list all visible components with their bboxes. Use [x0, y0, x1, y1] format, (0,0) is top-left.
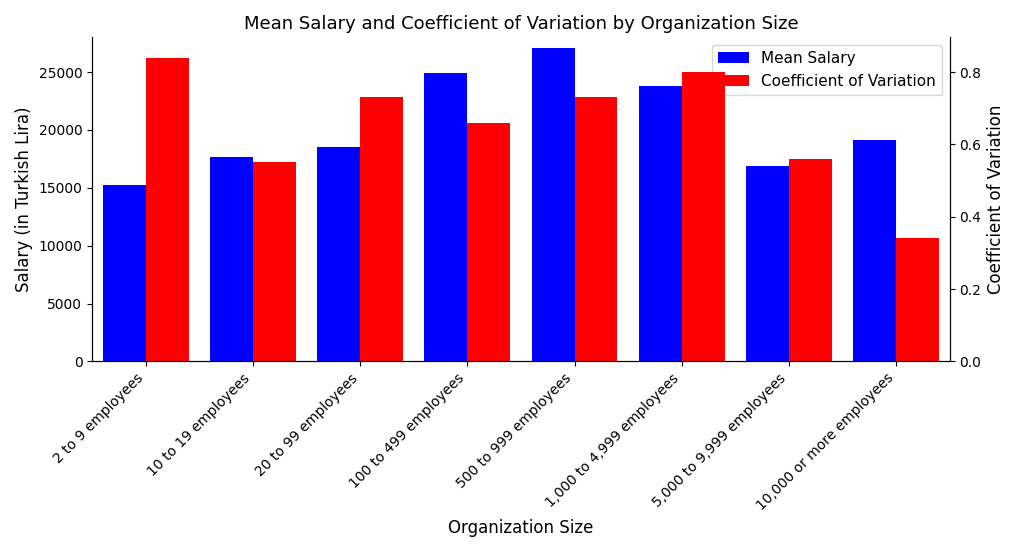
Bar	[788, 159, 830, 362]
Bar	[896, 238, 938, 362]
Bar	[531, 48, 574, 362]
Bar	[103, 185, 146, 362]
Bar	[253, 162, 296, 362]
Bar	[146, 57, 189, 362]
Bar	[360, 97, 403, 362]
Bar	[638, 86, 681, 362]
Bar	[210, 157, 253, 362]
Bar	[317, 147, 360, 362]
Bar	[745, 166, 788, 362]
Legend: Mean Salary, Coefficient of Variation: Mean Salary, Coefficient of Variation	[711, 45, 942, 95]
Title: Mean Salary and Coefficient of Variation by Organization Size: Mean Salary and Coefficient of Variation…	[244, 15, 798, 33]
X-axis label: Organization Size: Organization Size	[447, 519, 593, 537]
Bar	[853, 140, 896, 362]
Bar	[681, 72, 723, 362]
Y-axis label: Salary (in Turkish Lira): Salary (in Turkish Lira)	[15, 107, 33, 292]
Bar	[424, 73, 467, 362]
Bar	[467, 123, 510, 362]
Bar	[574, 97, 616, 362]
Y-axis label: Coefficient of Variation: Coefficient of Variation	[986, 105, 1004, 294]
